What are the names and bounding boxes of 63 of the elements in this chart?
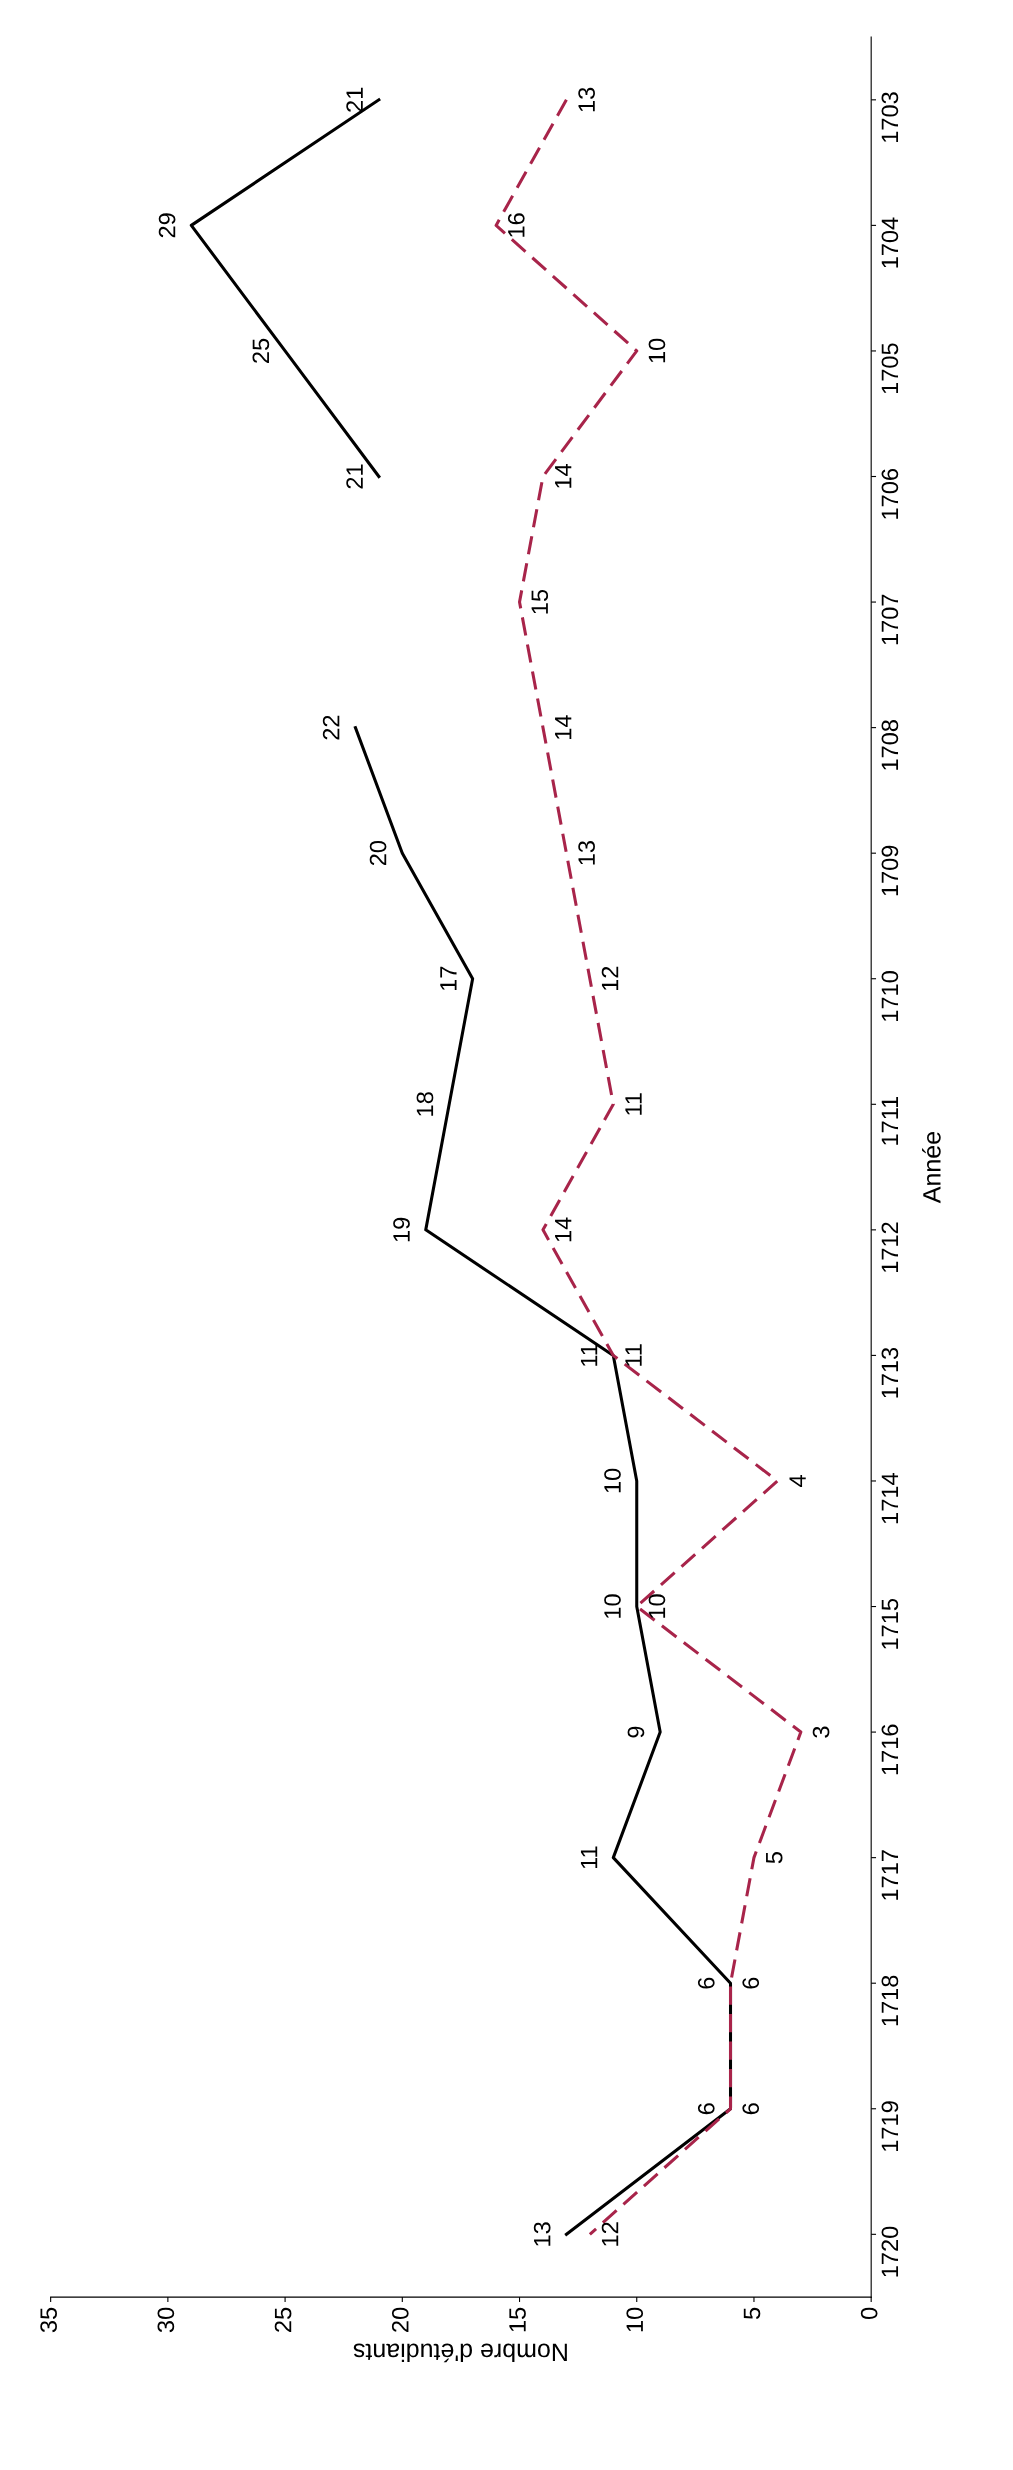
data-label: 17 [440, 966, 457, 991]
y-tick-label: 1718 [881, 1975, 899, 2026]
data-label: 6 [742, 1977, 760, 1989]
x-tick-label: 35 [40, 2307, 57, 2333]
y-tick-label: 1706 [881, 468, 899, 519]
x-axis-title: Nombre d'étudiants [353, 2343, 567, 2363]
data-label: 6 [697, 1977, 715, 1989]
data-label: 15 [531, 589, 549, 614]
data-label: 20 [369, 840, 387, 866]
y-tick-label: 1717 [881, 1850, 899, 1900]
data-label: 21 [346, 464, 363, 489]
data-label: 11 [580, 1344, 598, 1366]
data-label: 9 [627, 1726, 645, 1738]
x-tick-label: 15 [509, 2307, 526, 2332]
data-label: 29 [158, 213, 176, 238]
x-tick-label: 20 [391, 2307, 409, 2332]
y-tick-label: 1709 [881, 845, 899, 896]
y-tick-label: 1714 [881, 1473, 899, 1524]
y-tick-label: 1712 [881, 1222, 899, 1273]
x-tick-label: 0 [860, 2307, 878, 2320]
data-label: 3 [812, 1726, 830, 1738]
y-tick-label: 1708 [881, 720, 899, 770]
data-label: 11 [625, 1344, 642, 1366]
data-label: 13 [578, 841, 595, 865]
data-label: 14 [555, 1217, 572, 1242]
y-tick-label: 1703 [881, 92, 899, 142]
y-tick-label: 1713 [881, 1347, 899, 1398]
y-axis-title: Année [922, 1132, 941, 1204]
data-label: 4 [789, 1475, 806, 1487]
data-label: 12 [601, 2222, 619, 2246]
y-tick-label: 1705 [881, 343, 899, 394]
y-tick-label: 1716 [881, 1724, 899, 1775]
data-label: 22 [322, 715, 340, 740]
x-tick-label: 10 [626, 2307, 644, 2332]
data-label: 11 [580, 1846, 598, 1869]
y-tick-label: 1707 [881, 594, 899, 645]
x-tick-label: 25 [274, 2307, 292, 2332]
data-label: 10 [604, 1594, 621, 1618]
data-label: 14 [555, 464, 572, 488]
data-label: 5 [766, 1852, 783, 1864]
y-tick-label: 1711 [881, 1096, 899, 1145]
data-label: 6 [742, 2103, 760, 2115]
x-tick-label: 5 [743, 2307, 761, 2320]
y-tick-label: 1720 [881, 2226, 899, 2277]
x-tick-label: 30 [157, 2307, 175, 2333]
data-label: 14 [555, 715, 572, 739]
data-label: 11 [625, 1093, 642, 1115]
data-label: 19 [393, 1217, 410, 1242]
data-label: 21 [346, 87, 363, 112]
data-label: 13 [533, 2222, 551, 2246]
y-tick-label: 1710 [881, 971, 899, 1021]
y-tick-label: 1704 [881, 217, 899, 268]
data-label: 10 [648, 338, 666, 363]
data-label: 25 [252, 338, 270, 363]
data-label: 6 [697, 2103, 715, 2115]
data-label: 10 [604, 1468, 621, 1493]
data-label: 16 [507, 213, 525, 237]
data-label: 10 [648, 1594, 666, 1618]
y-tick-label: 1715 [881, 1598, 899, 1649]
y-tick-label: 1719 [881, 2101, 899, 2151]
data-label: 13 [578, 87, 595, 112]
data-label: 12 [601, 966, 619, 991]
data-label: 18 [416, 1092, 434, 1116]
